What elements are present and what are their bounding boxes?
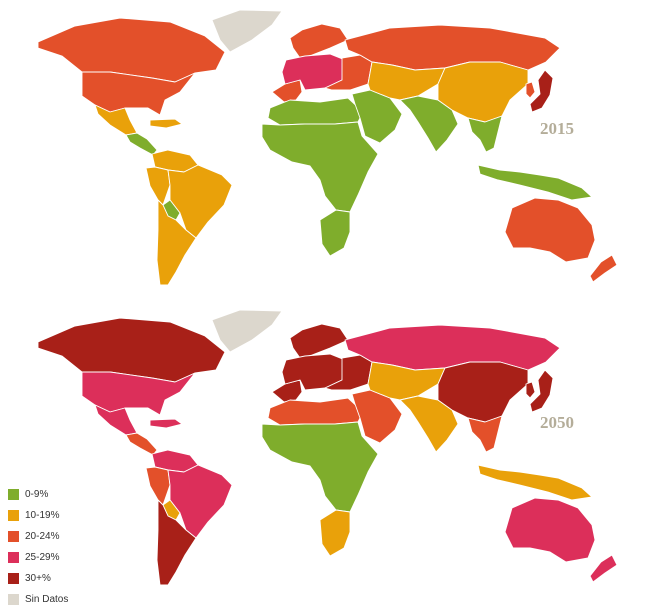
legend-label: Sin Datos [25, 594, 69, 605]
region-sub-saharan-africa [261, 121, 379, 213]
legend-label: 10-19% [25, 510, 60, 521]
legend-swatch [8, 531, 19, 542]
region-australia [504, 197, 596, 263]
region-indonesia [477, 464, 593, 501]
world-map-2050: 2050 [0, 300, 650, 600]
world-map-2050-svg [37, 309, 618, 586]
legend-label: 20-24% [25, 531, 60, 542]
region-japan [529, 369, 554, 413]
region-south-asia [399, 95, 459, 153]
legend-item-0-9: 0-9% [8, 484, 68, 505]
region-greenland [211, 9, 283, 53]
region-southeast-asia [467, 415, 503, 453]
region-south-america-andes [145, 466, 171, 506]
world-map-2015: 2015 [0, 0, 650, 300]
world-map-2015-svg [37, 9, 618, 286]
region-scandinavia [289, 23, 349, 59]
legend-item-25-29: 25-29% [8, 547, 68, 568]
region-japan [529, 69, 554, 113]
region-australia [504, 497, 596, 563]
legend: 0-9% 10-19% 20-24% 25-29% 30+% Sin Datos [8, 484, 68, 610]
legend-item-20-24: 20-24% [8, 526, 68, 547]
region-greenland [211, 309, 283, 353]
legend-label: 30+% [25, 573, 51, 584]
legend-swatch [8, 573, 19, 584]
year-label-2050: 2050 [540, 413, 574, 432]
region-china [437, 61, 529, 123]
region-indonesia [477, 164, 593, 201]
region-central-america [125, 432, 158, 456]
region-north-africa [267, 397, 364, 426]
legend-item-sin-datos: Sin Datos [8, 589, 68, 610]
legend-label: 0-9% [25, 489, 49, 500]
legend-swatch [8, 552, 19, 563]
region-central-america [125, 132, 158, 156]
region-south-africa [319, 209, 351, 257]
region-canada [37, 317, 226, 383]
region-south-asia [399, 395, 459, 453]
region-caribbean [149, 118, 183, 129]
region-scandinavia [289, 323, 349, 359]
legend-item-10-19: 10-19% [8, 505, 68, 526]
region-southern-cone [156, 499, 197, 586]
region-south-africa [319, 509, 351, 557]
region-korea [525, 81, 536, 99]
region-china [437, 361, 529, 423]
region-southeast-asia [467, 115, 503, 153]
legend-swatch [8, 510, 19, 521]
region-north-africa [267, 97, 364, 126]
legend-item-30-plus: 30+% [8, 568, 68, 589]
legend-label: 25-29% [25, 552, 60, 563]
year-label-2015: 2015 [540, 119, 574, 138]
region-new-zealand [589, 254, 618, 283]
region-south-america-andes [145, 166, 171, 206]
legend-swatch [8, 489, 19, 500]
region-new-zealand [589, 554, 618, 583]
region-caribbean [149, 418, 183, 429]
region-sub-saharan-africa [261, 421, 379, 513]
region-canada [37, 17, 226, 83]
legend-swatch [8, 594, 19, 605]
region-southern-cone [156, 199, 197, 286]
region-korea [525, 381, 536, 399]
